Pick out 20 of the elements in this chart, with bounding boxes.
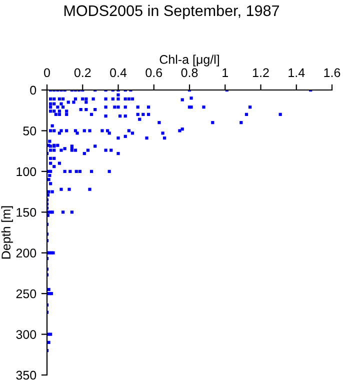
x-tick-label: 0.6 [146, 68, 162, 78]
x-tick-label: 0.4 [110, 68, 127, 78]
y-tick-label: 200 [16, 248, 36, 258]
y-tick-label: 50 [23, 126, 36, 136]
x-tick-label: 1 [222, 68, 228, 77]
y-tick-label: 350 [16, 370, 36, 380]
y-tick-label: 100 [16, 167, 36, 176]
x-tick-label: 1.2 [253, 68, 269, 77]
y-tick-label: 250 [16, 289, 36, 298]
x-tick-label: 0 [44, 68, 50, 78]
y-tick-label: 300 [16, 330, 36, 339]
y-tick-label: 150 [16, 208, 36, 217]
x-tick-label: 0.2 [74, 68, 91, 78]
x-tick-label: 1.6 [324, 68, 340, 78]
x-tick-label: 1.4 [288, 68, 305, 77]
y-tick-label: 0 [30, 86, 36, 95]
x-tick-label: 0.8 [181, 68, 198, 78]
y-axis-title: Depth [m] [1, 206, 13, 259]
x-axis-title: Chl-a [μg/l] [160, 54, 219, 66]
chart-title: MODS2005 in September, 1987 [64, 4, 280, 20]
